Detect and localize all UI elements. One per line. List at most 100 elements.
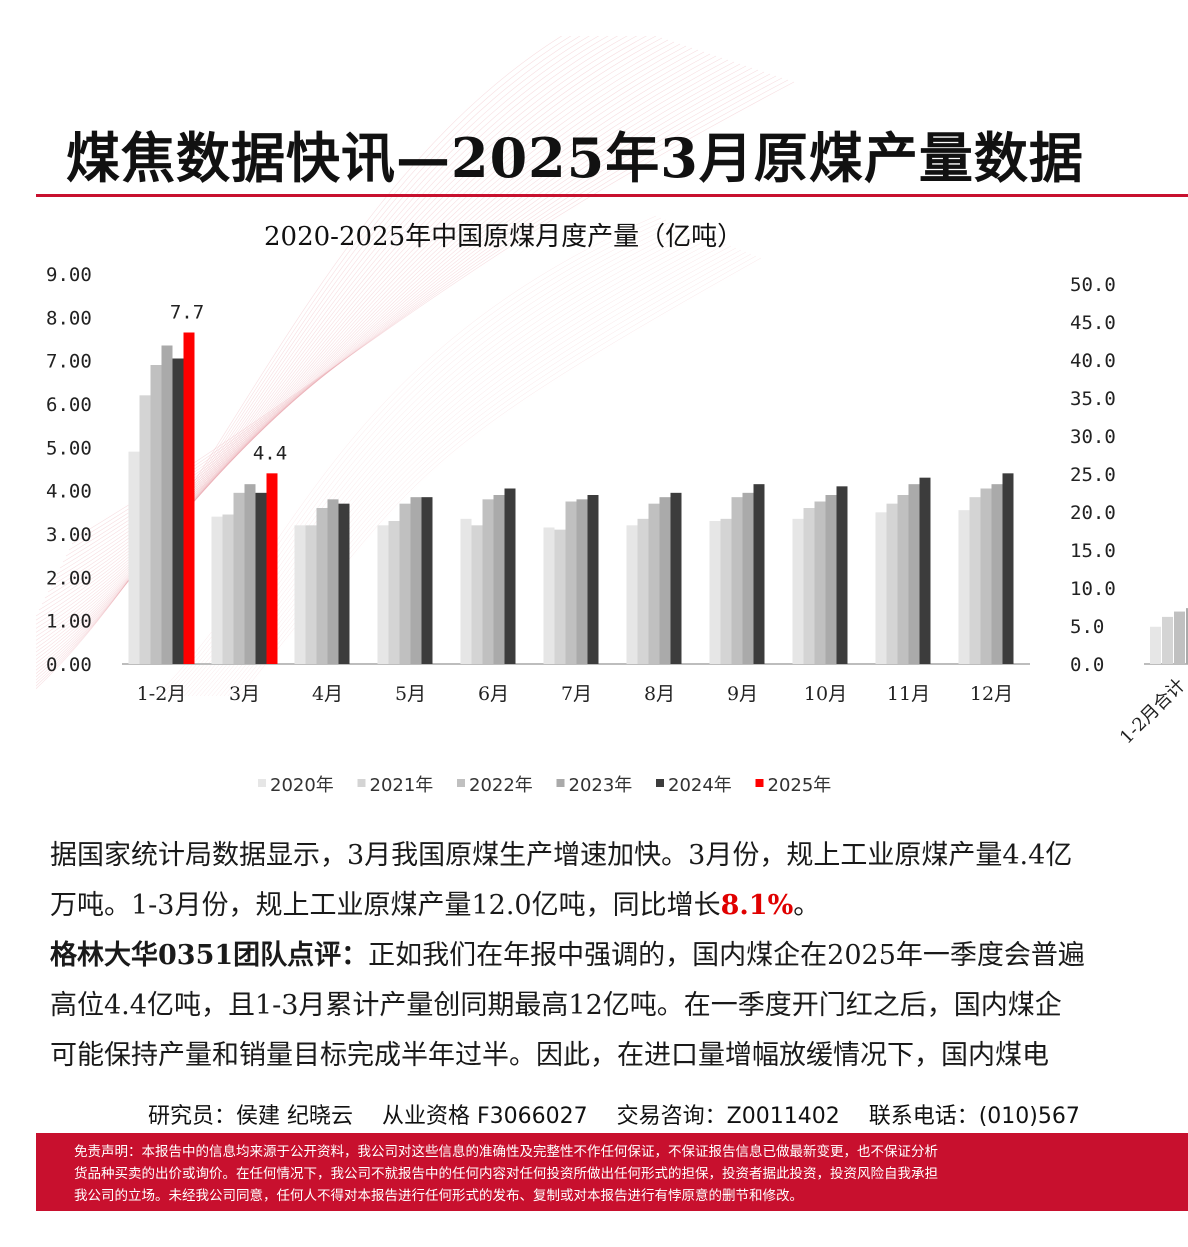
bar [211,516,223,664]
bar [897,495,909,664]
bar [161,345,173,664]
bar [316,508,328,664]
decor-curve [219,247,737,697]
phone: 联系电话：(010)567 [868,1104,1080,1129]
bar [720,518,732,664]
legend-label: 2020年 [270,775,334,796]
decor-curve [36,36,572,687]
right-y-tick-label: 0.0 [1070,654,1104,676]
decor-curve [36,43,681,641]
bar [294,525,306,664]
bar [377,525,389,664]
right-bar [1162,616,1173,664]
x-category-label: 7月 [561,683,592,705]
bar [244,484,256,664]
right-bar [1150,626,1161,664]
x-category-label: 5月 [395,683,426,705]
monthly-coal-output-chart: 0.00 1.00 2.00 3.00 4.00 5.00 6.00 7.00 8.00 9.00… [46,264,1188,796]
decor-curve [227,251,747,697]
right-bar [1186,608,1188,664]
bar [626,525,638,664]
p1-text-b: 。 [793,890,821,921]
right-y-tick-label: 30.0 [1070,426,1116,448]
bar [958,510,970,664]
bar [255,492,267,664]
disclaimer-footer: 免责声明：本报告中的信息均来源于公开资料，我公司对这些信息的准确性及完整性不作任… [36,1133,1188,1211]
legend-label: 2021年 [370,775,434,796]
bar [233,492,245,664]
legend-label: 2025年 [768,775,832,796]
x-category-label: 3月 [229,683,260,705]
background-wave-decoration [36,36,795,697]
right-bar [1174,611,1185,664]
y-tick-label: 2.00 [46,567,92,589]
chart-title: 2020-2025年中国原煤月度产量（亿吨） [264,222,744,252]
bar [266,473,278,664]
right-y-tick-label: 15.0 [1070,540,1116,562]
p1-text-a: 万吨。1-3月份，规上工业原煤产量12.0亿吨，同比增长 [50,890,721,921]
report-page: 煤焦数据快讯—2025年3月原煤产量数据 2020-2025年中国原煤月度产量（… [36,36,1188,1211]
decor-curve [36,36,619,671]
bar [753,484,765,664]
disclaimer-line-2: 货品种买卖的出价或询价。在任何情况下，我公司不就报告中的任何内容对任何投资所做出… [74,1166,938,1182]
x-category-label: 10月 [804,683,847,705]
bar [388,521,400,664]
bar [399,503,411,664]
y-tick-label: 4.00 [46,481,92,503]
x-category-label: 4月 [312,683,343,705]
bar [886,503,898,664]
bar [183,332,195,664]
x-category-label: 1-2月 [137,683,187,705]
decor-curve [36,45,687,637]
decor-curve [36,36,600,678]
bar [908,484,920,664]
right-y-tick-label: 35.0 [1070,388,1116,410]
y-tick-label: 3.00 [46,524,92,546]
bar [670,492,682,664]
right-y-tick-label: 45.0 [1070,312,1116,334]
legend-swatch [357,779,366,787]
decor-curve [36,36,628,667]
legend-swatch [457,779,465,787]
bar [338,503,350,664]
x-category-label: 11月 [887,683,930,705]
bar [493,495,505,664]
bar [587,495,599,664]
bar [919,477,931,664]
title-divider [36,194,1188,197]
disclaimer-line-3: 我公司的立场。未经我公司同意，任何人不得对本报告进行任何形式的发布、复制或对本报… [74,1188,803,1204]
decor-curve [36,41,675,645]
decor-curve [36,36,590,681]
bar [836,486,848,664]
y-tick-label: 6.00 [46,394,92,416]
legend-swatch [755,779,764,787]
right-category-label: 1-2月合计 [1116,675,1188,749]
bar [139,395,151,664]
x-category-label: 6月 [478,683,509,705]
decor-curve [36,36,581,684]
bar [504,488,516,664]
y-tick-label: 9.00 [46,264,92,286]
bar [471,525,483,664]
trading-consult: 交易咨询：Z0011402 [616,1104,840,1129]
y-tick-label: 0.00 [46,654,92,676]
bar [875,512,887,664]
right-y-tick-label: 20.0 [1070,502,1116,524]
bar [969,497,981,664]
paragraph-2-line-2: 高位4.4亿吨，且1-3月累计产量创同期最高12亿吨。在一季度开门红之后，国内煤… [50,990,1062,1021]
bar [980,488,992,664]
y-tick-label: 7.00 [46,351,92,373]
bar [222,514,234,664]
decor-curve [155,215,657,697]
bar [482,499,494,664]
decor-curve [36,36,638,664]
researchers: 研究员：侯建 纪晓云 [148,1104,353,1129]
decor-curve [36,36,647,660]
legend-swatch [556,779,565,787]
decor-curve [36,49,699,629]
bar [150,365,162,664]
bar [731,497,743,664]
bar [460,518,472,664]
bar [576,499,588,664]
bar [554,529,566,664]
